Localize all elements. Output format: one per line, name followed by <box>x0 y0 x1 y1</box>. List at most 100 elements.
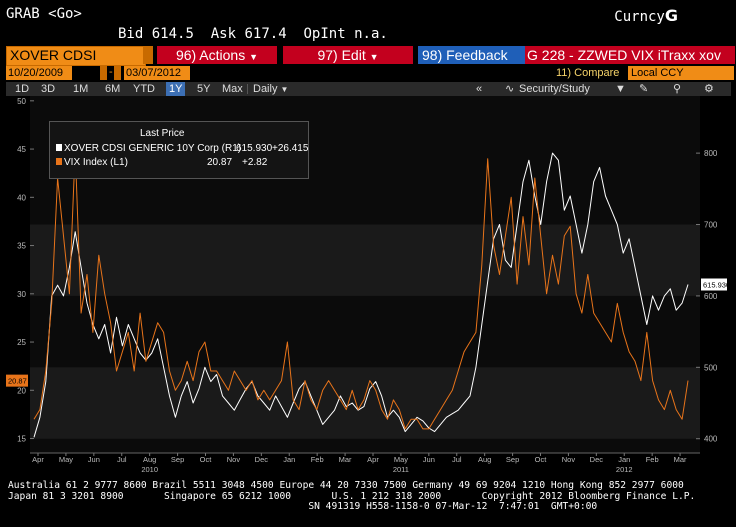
ask-value: 617.4 <box>244 26 287 42</box>
left-axis-label: 25 <box>17 338 26 347</box>
legend-swatch <box>56 144 62 151</box>
x-axis-label: Jan <box>283 455 295 464</box>
x-axis-label: Mar <box>339 455 352 464</box>
x-axis-year-label: 2011 <box>393 465 409 474</box>
period-max[interactable]: Max <box>222 83 243 95</box>
x-axis-label: Jul <box>117 455 127 464</box>
x-axis-year-label: 2010 <box>141 465 158 474</box>
period-3d[interactable]: 3D <box>41 83 56 95</box>
legend-row-vix: VIX Index (L1) <box>56 157 128 168</box>
period-1m[interactable]: 1M <box>73 83 89 95</box>
last-value-tag-right <box>701 278 727 291</box>
market-sector: CurncyG <box>614 6 678 25</box>
vix-series-line <box>33 148 689 430</box>
feedback-button[interactable]: 98) Feedback <box>418 46 526 64</box>
gear-icon[interactable]: ⚙ <box>704 83 714 95</box>
x-axis-year-label: 2012 <box>616 465 633 474</box>
footer-contacts: Australia 61 2 9777 8600 Brazil 5511 304… <box>8 480 733 513</box>
x-axis-label: Dec <box>590 455 604 464</box>
x-axis-label: May <box>59 455 73 464</box>
zoom-icon[interactable]: ⚲ <box>673 83 682 95</box>
period-ytd[interactable]: YTD <box>133 83 155 95</box>
bid-value: 614.5 <box>151 26 194 42</box>
openint-label: OpInt <box>303 26 346 42</box>
x-axis-label: Oct <box>535 455 548 464</box>
x-axis-label: Aug <box>143 455 156 464</box>
legend-swatch <box>56 158 62 165</box>
xover-series-line <box>33 152 689 438</box>
x-axis-label: Jul <box>452 455 462 464</box>
legend-row-xover: XOVER CDSI GENERIC 10Y Corp (R1) <box>56 143 241 154</box>
left-axis-label: 50 <box>17 97 26 106</box>
legend-change: +2.82 <box>242 157 268 168</box>
price-chart[interactable]: 15 20 25 30 35 40 45 50 400 500 600 700 800 Apr May Jun… <box>0 96 736 481</box>
x-axis-label: Feb <box>311 455 324 464</box>
left-axis-label: 45 <box>17 145 26 154</box>
x-axis-label: Dec <box>255 455 269 464</box>
left-axis-label: 40 <box>17 193 26 202</box>
x-axis-label: Jun <box>423 455 435 464</box>
ask-label: Ask <box>210 26 237 42</box>
collapse-icon[interactable]: « <box>476 83 483 95</box>
end-date-field[interactable]: 03/07/2012 <box>124 66 190 80</box>
right-axis-label: 700 <box>704 221 718 230</box>
x-axis-label: Nov <box>562 455 576 464</box>
left-axis-label: 20 <box>17 386 26 395</box>
x-axis-label: Jan <box>618 455 630 464</box>
calendar-icon[interactable] <box>114 66 121 80</box>
date-separator: - <box>109 66 113 78</box>
chevron-down-icon[interactable]: ▼ <box>615 83 626 95</box>
legend-label: VIX Index (L1) <box>64 157 128 168</box>
right-axis-label: 500 <box>704 363 718 372</box>
bid-label: Bid <box>118 26 144 42</box>
x-axis-label: Apr <box>367 455 379 464</box>
edit-button[interactable]: 97) Edit ▼ <box>283 46 413 64</box>
studies-icon[interactable]: ∿ <box>505 83 515 95</box>
x-axis-label: Oct <box>200 455 213 464</box>
footer-line: Japan 81 3 3201 8900 Singapore 65 6212 1… <box>8 490 696 502</box>
currency-select[interactable]: Local CCY <box>628 66 734 80</box>
frequency-select[interactable]: Daily ▼ <box>250 82 291 97</box>
footer-line: SN 491319 H558-1158-0 07-Mar-12 7:47:01 … <box>8 501 598 512</box>
legend-change: +26.415 <box>272 143 309 154</box>
edit-label: 97) Edit <box>317 47 366 63</box>
plot-band <box>30 224 700 296</box>
right-axis-label: 600 <box>704 292 718 301</box>
period-5y[interactable]: 5Y <box>197 83 211 95</box>
openint-value: n.a. <box>354 26 388 42</box>
frequency-label: Daily <box>253 83 278 95</box>
x-axis-label: Sep <box>171 455 184 464</box>
legend-title: Last Price <box>140 128 185 139</box>
actions-label: 96) Actions <box>175 47 246 63</box>
security-study-button[interactable]: Security/Study <box>519 83 590 95</box>
quote-line: Bid 614.5 Ask 617.4 OpInt n.a. <box>118 26 388 42</box>
draw-tools-icon[interactable]: ✎ <box>639 83 649 95</box>
footer-line: Australia 61 2 9777 8600 Brazil 5511 304… <box>8 480 684 491</box>
compare-button[interactable]: 11) Compare <box>556 67 620 79</box>
grab-g-logo: G <box>664 6 678 25</box>
left-axis-label: 30 <box>17 290 26 299</box>
chevron-down-icon: ▼ <box>369 52 379 62</box>
command-line[interactable]: GRAB <Go> <box>6 6 82 22</box>
last-value-text-left: 20.87 <box>8 377 27 386</box>
ticker-dropdown-icon[interactable] <box>143 46 153 64</box>
ticker-field[interactable]: XOVER CDSI GENERI <box>6 46 146 79</box>
legend-value: 615.930 <box>236 143 273 154</box>
x-axis-label: Nov <box>227 455 241 464</box>
last-value-tag-left <box>6 374 28 387</box>
period-toolbar: 1D 3D 1M 6M YTD 1Y 5Y Max Daily ▼ « ∿ Se… <box>6 82 731 96</box>
period-1d[interactable]: 1D <box>15 83 30 95</box>
x-axis-label: Mar <box>674 455 687 464</box>
chevron-down-icon: ▼ <box>280 85 289 94</box>
actions-button[interactable]: 96) Actions ▼ <box>157 46 277 64</box>
last-value-text-right: 615.930 <box>703 280 730 289</box>
period-6m[interactable]: 6M <box>105 83 121 95</box>
x-axis-label: May <box>394 455 408 464</box>
x-axis-label: Aug <box>478 455 491 464</box>
chart-title-field[interactable]: G 228 - ZZWED VIX iTraxx xov <box>525 46 735 64</box>
start-date-field[interactable]: 10/20/2009 <box>6 66 72 80</box>
period-1y[interactable]: 1Y <box>166 82 186 96</box>
calendar-icon[interactable] <box>100 66 107 80</box>
left-axis-label: 15 <box>17 435 26 444</box>
right-axis-label: 400 <box>704 435 718 444</box>
